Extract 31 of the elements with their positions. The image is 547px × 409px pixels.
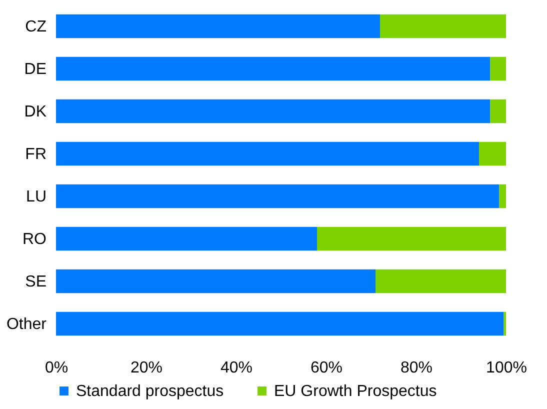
y-tick-label: DK bbox=[24, 103, 47, 120]
bar bbox=[490, 56, 506, 81]
legend-label: EU Growth Prospectus bbox=[274, 383, 437, 400]
y-tick-label: RO bbox=[22, 230, 46, 248]
x-tick-label: 80% bbox=[400, 360, 433, 376]
x-tick-label: 20% bbox=[130, 360, 163, 376]
x-tick-label: 40% bbox=[220, 360, 253, 376]
bar bbox=[56, 269, 376, 294]
bar bbox=[376, 269, 506, 294]
bar bbox=[56, 142, 479, 166]
bar bbox=[56, 99, 490, 124]
bar bbox=[56, 14, 380, 38]
y-tick-label: LU bbox=[26, 188, 46, 206]
bar bbox=[56, 56, 490, 81]
y-tick-label: Other bbox=[6, 316, 48, 333]
x-tick-label: 100% bbox=[486, 360, 527, 376]
bar bbox=[380, 14, 506, 38]
bar bbox=[499, 184, 506, 208]
y-tick-label: CZ bbox=[25, 18, 47, 36]
y-tick-label: DE bbox=[24, 60, 46, 78]
x-tick-label: 0% bbox=[44, 360, 68, 376]
y-tick-label: SE bbox=[25, 273, 46, 290]
y-tick-label: FR bbox=[25, 146, 46, 163]
legend-label: Standard prospectus bbox=[76, 383, 224, 400]
bar bbox=[56, 184, 500, 208]
bar bbox=[56, 226, 317, 251]
bar bbox=[56, 312, 504, 336]
bar bbox=[490, 99, 506, 124]
x-tick-label: 60% bbox=[310, 360, 343, 376]
bar bbox=[479, 142, 506, 166]
bar bbox=[317, 226, 506, 251]
